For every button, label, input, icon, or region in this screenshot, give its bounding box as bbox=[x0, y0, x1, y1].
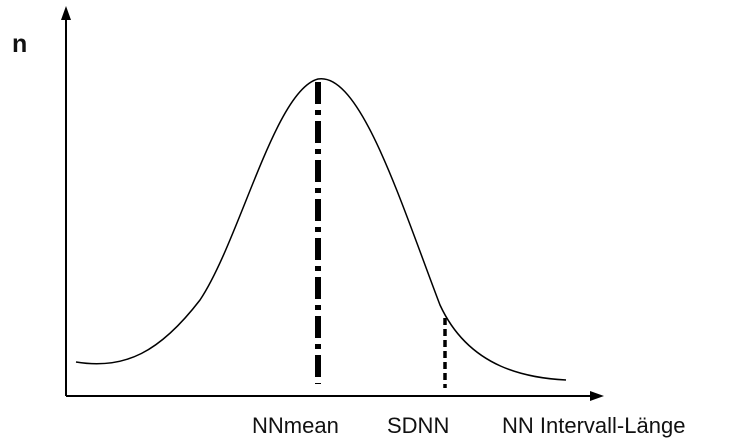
mean-marker-label: NNmean bbox=[252, 413, 339, 438]
x-axis-label: NN Intervall-Länge bbox=[502, 413, 685, 438]
y-axis-label: n bbox=[12, 30, 27, 58]
sd-marker-label: SDNN bbox=[387, 413, 449, 438]
y-axis-arrowhead bbox=[61, 6, 71, 20]
bell-curve bbox=[75, 78, 567, 381]
x-axis-arrowhead bbox=[590, 391, 604, 401]
